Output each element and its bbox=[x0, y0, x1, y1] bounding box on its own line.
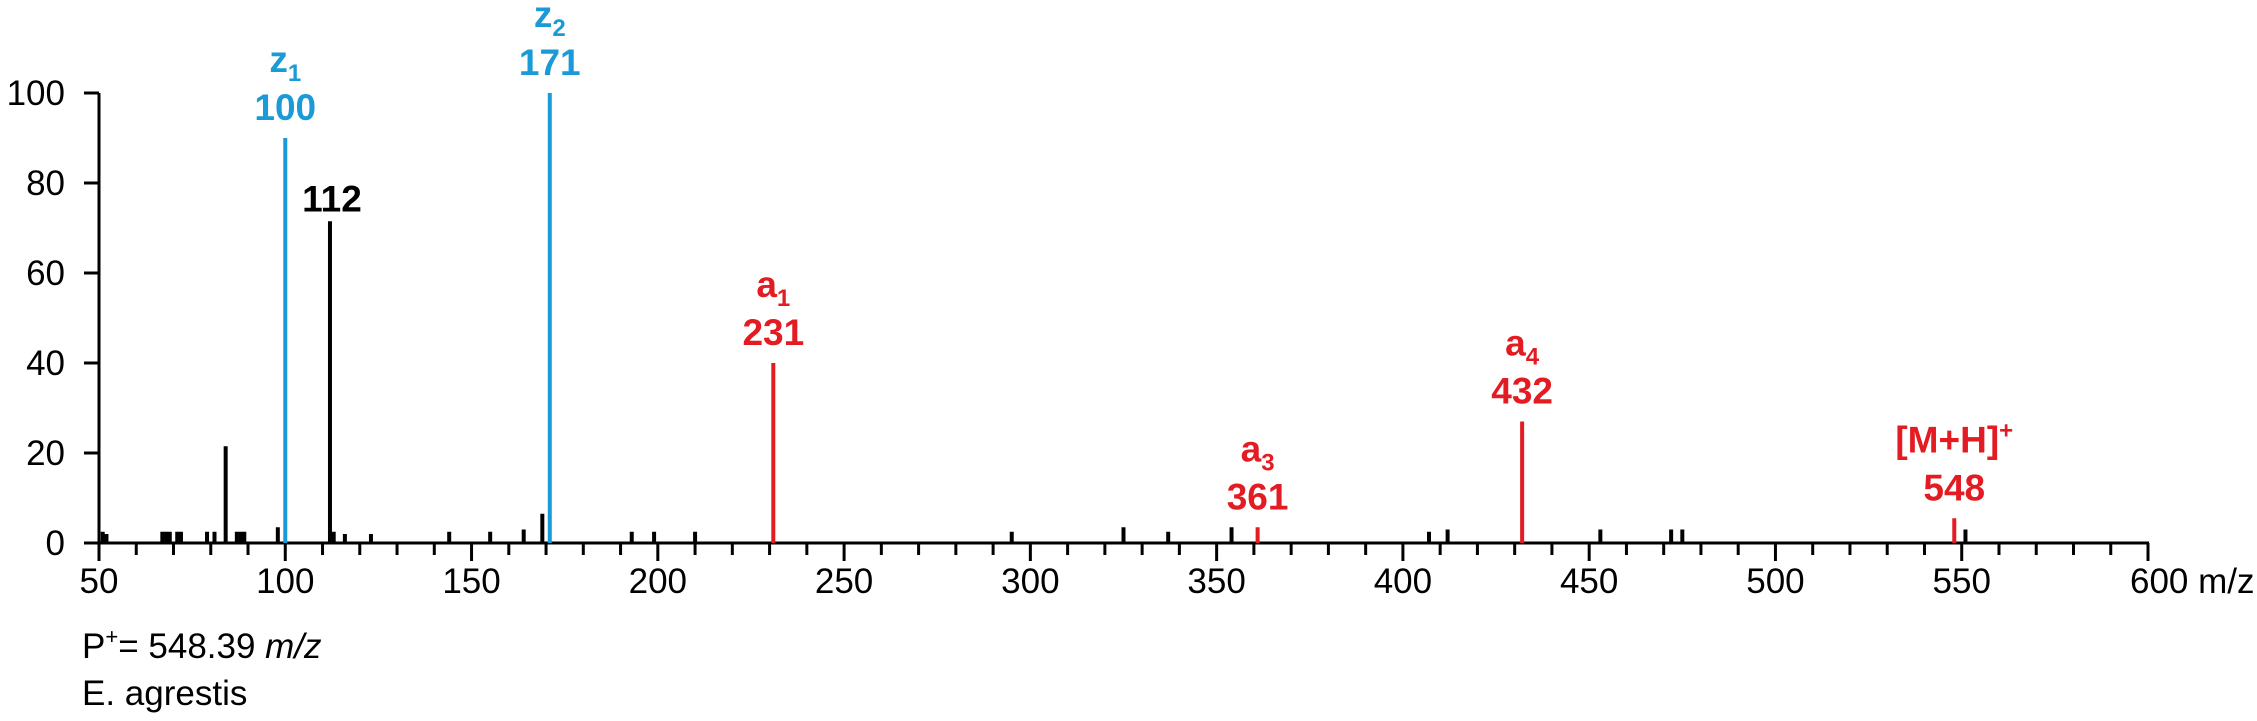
ion-subscript: 2 bbox=[552, 15, 565, 42]
precursor-caption: P+= 548.39 m/z bbox=[82, 624, 322, 667]
ion-mz-label-100: 100 bbox=[254, 87, 316, 128]
precursor-value: = 548.39 bbox=[118, 627, 266, 666]
y-tick-label: 0 bbox=[46, 524, 65, 563]
x-tick-label: 550 bbox=[1933, 562, 1991, 601]
ion-mz-label-361: 361 bbox=[1227, 476, 1289, 517]
ion-mz-label-548: 548 bbox=[1923, 467, 1985, 508]
ion-subscript: 4 bbox=[1526, 344, 1540, 371]
ion-name-label-548: [M+H]+ bbox=[1895, 417, 2013, 460]
x-tick-label: 150 bbox=[442, 562, 500, 601]
x-tick-label: 400 bbox=[1374, 562, 1432, 601]
y-tick-label: 80 bbox=[26, 164, 65, 203]
ion-name: [M+H] bbox=[1895, 419, 1999, 460]
y-tick-label: 60 bbox=[26, 254, 65, 293]
ion-name-label-100: z1 bbox=[269, 39, 301, 87]
ion-name: z bbox=[269, 39, 288, 80]
precursor-unit: m/z bbox=[265, 627, 322, 666]
ion-name-label-171: z2 bbox=[534, 0, 566, 42]
ion-mz-label-432: 432 bbox=[1491, 371, 1553, 412]
ion-name-label-231: a1 bbox=[756, 264, 790, 312]
precursor-charge: + bbox=[105, 624, 119, 649]
ion-name-label-432: a4 bbox=[1505, 323, 1540, 371]
y-tick-label: 20 bbox=[26, 434, 65, 473]
y-tick-label: 40 bbox=[26, 344, 65, 383]
mass-spectrum-chart: 0 20 40 60 80 100 50 100 150 200 250 300 350 400 450 50… bbox=[7, 0, 2255, 601]
ion-name-label-361: a3 bbox=[1241, 428, 1275, 476]
x-tick-label: 100 bbox=[256, 562, 314, 601]
ion-mz-label-231: 231 bbox=[742, 312, 804, 353]
ion-subscript: 3 bbox=[1261, 449, 1274, 476]
ion-mz-label-171: 171 bbox=[519, 42, 581, 83]
chart-axes: 0 20 40 60 80 100 50 100 150 200 250 300 350 400 450 50… bbox=[7, 74, 2255, 601]
ion-name: a bbox=[756, 264, 777, 305]
x-tick-label: 250 bbox=[815, 562, 873, 601]
y-tick-label: 100 bbox=[7, 74, 65, 113]
ion-superscript: + bbox=[1999, 417, 2013, 444]
ion-subscript: 1 bbox=[777, 285, 790, 312]
peak-label-112: 112 bbox=[302, 178, 362, 219]
chart-marks bbox=[100, 93, 1968, 543]
x-tick-label: 500 bbox=[1746, 562, 1804, 601]
x-tick-label: 50 bbox=[80, 562, 119, 601]
x-tick-label: 450 bbox=[1560, 562, 1618, 601]
precursor-prefix: P bbox=[82, 627, 106, 666]
x-tick-label: 600 m/z bbox=[2130, 562, 2255, 601]
ion-name: a bbox=[1241, 428, 1262, 469]
x-tick-label: 350 bbox=[1187, 562, 1245, 601]
x-tick-label: 200 bbox=[629, 562, 687, 601]
x-tick-label: 300 bbox=[1001, 562, 1059, 601]
ion-name: z bbox=[534, 0, 553, 35]
ion-subscript: 1 bbox=[288, 60, 301, 87]
ion-name: a bbox=[1505, 323, 1526, 364]
species-caption: E. agrestis bbox=[82, 674, 248, 713]
